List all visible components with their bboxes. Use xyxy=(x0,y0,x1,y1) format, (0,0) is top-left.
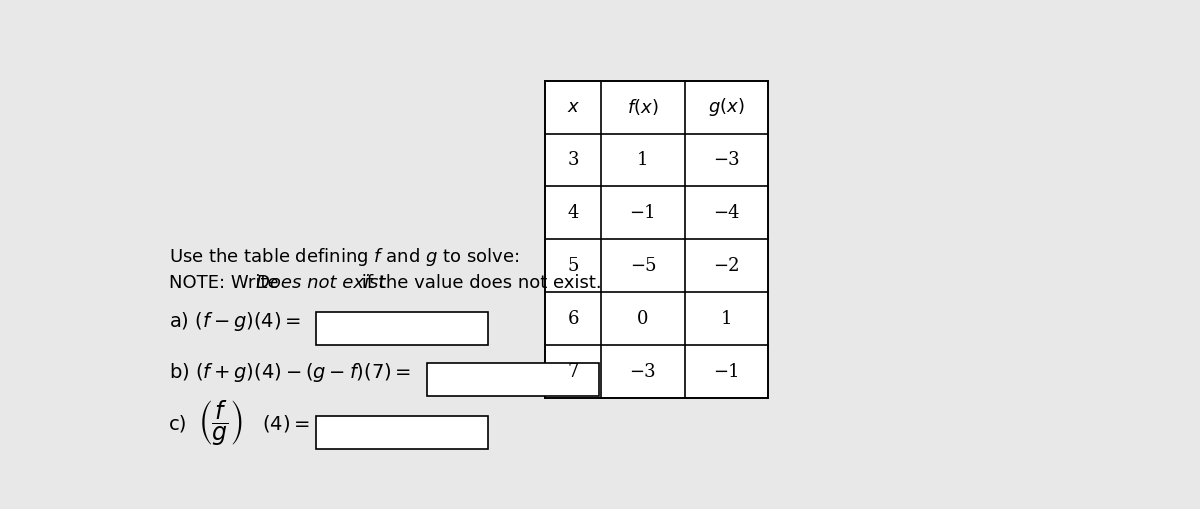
Text: if the value does not exist.: if the value does not exist. xyxy=(355,273,601,292)
Text: 5: 5 xyxy=(568,257,578,275)
FancyBboxPatch shape xyxy=(545,80,768,398)
Text: NOTE: Write: NOTE: Write xyxy=(168,273,284,292)
Text: 4: 4 xyxy=(568,204,578,222)
Text: −1: −1 xyxy=(713,363,740,381)
Text: $f(x)$: $f(x)$ xyxy=(628,97,659,117)
Text: 6: 6 xyxy=(568,310,578,328)
Text: 7: 7 xyxy=(568,363,578,381)
Text: c): c) xyxy=(168,414,187,433)
Text: −5: −5 xyxy=(630,257,656,275)
Text: Use the table defining $f$ and $g$ to solve:: Use the table defining $f$ and $g$ to so… xyxy=(168,246,520,268)
Text: −1: −1 xyxy=(630,204,656,222)
Text: −3: −3 xyxy=(630,363,656,381)
Text: b) $(f + g)(4) - (g - f)(7) =$: b) $(f + g)(4) - (g - f)(7) =$ xyxy=(168,361,410,384)
Text: 1: 1 xyxy=(721,310,732,328)
Text: a) $(f - g)(4) =$: a) $(f - g)(4) =$ xyxy=(168,310,300,333)
Text: −3: −3 xyxy=(713,151,740,169)
FancyBboxPatch shape xyxy=(427,363,599,396)
Text: −4: −4 xyxy=(713,204,740,222)
Text: $(4) =$: $(4) =$ xyxy=(262,413,310,434)
Text: $\left(\dfrac{f}{g}\right)$: $\left(\dfrac{f}{g}\right)$ xyxy=(198,399,244,448)
Text: −2: −2 xyxy=(713,257,740,275)
Text: $x$: $x$ xyxy=(566,98,580,116)
FancyBboxPatch shape xyxy=(316,312,487,345)
Text: 3: 3 xyxy=(568,151,578,169)
Text: 1: 1 xyxy=(637,151,649,169)
Text: 0: 0 xyxy=(637,310,649,328)
Text: $g(x)$: $g(x)$ xyxy=(708,96,745,118)
FancyBboxPatch shape xyxy=(316,416,487,449)
Text: Does not exist: Does not exist xyxy=(256,273,385,292)
